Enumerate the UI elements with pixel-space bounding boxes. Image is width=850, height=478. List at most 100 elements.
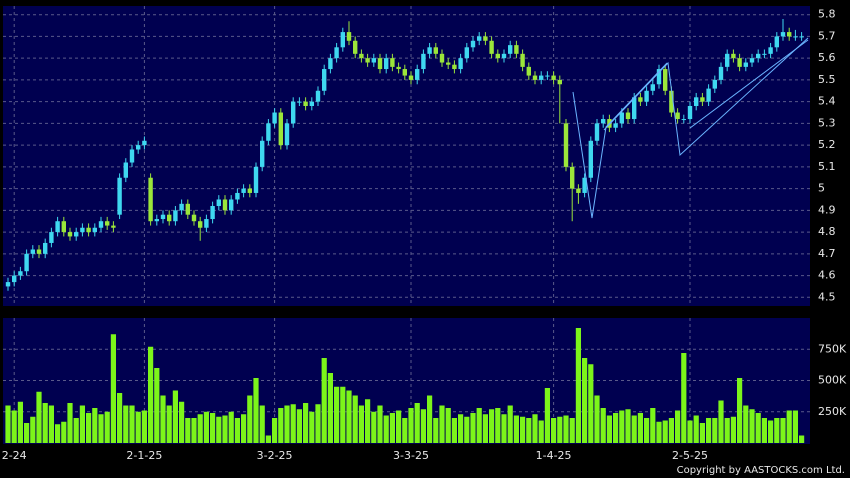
- candle-body: [768, 47, 773, 54]
- candle-body: [743, 62, 748, 67]
- candle-body: [291, 101, 296, 124]
- volume-bar: [55, 424, 61, 443]
- candle-body: [266, 123, 271, 141]
- candle-body: [154, 219, 159, 222]
- volume-bar: [172, 390, 178, 443]
- volume-bar: [557, 416, 563, 443]
- volume-bar: [520, 416, 526, 443]
- candle-body: [371, 58, 376, 63]
- volume-bar: [408, 408, 414, 443]
- candle-body: [179, 203, 184, 211]
- candle-body: [718, 66, 724, 80]
- volume-bar: [253, 378, 259, 443]
- volume-bar: [92, 408, 98, 443]
- candle-body: [204, 219, 209, 228]
- x-tick-label: 2-24: [2, 449, 27, 462]
- candle-body: [191, 214, 197, 222]
- volume-bar: [656, 421, 662, 443]
- candle-body: [477, 36, 482, 41]
- volume-bar: [67, 403, 73, 443]
- candle-body: [396, 66, 401, 70]
- volume-bar: [179, 401, 185, 443]
- volume-bar: [507, 405, 513, 443]
- volume-bar: [160, 395, 166, 443]
- volume-bar: [662, 420, 668, 443]
- candle-body: [793, 36, 798, 38]
- volume-bar: [464, 416, 470, 443]
- volume-bar: [414, 403, 420, 443]
- volume-bar: [693, 415, 699, 443]
- volume-bar: [792, 410, 798, 443]
- volume-bar: [761, 418, 767, 443]
- candle-body: [241, 188, 246, 193]
- volume-bar: [569, 418, 575, 443]
- volume-bar: [191, 418, 197, 443]
- candle-body: [737, 58, 742, 67]
- y-tick-label: 750K: [818, 342, 847, 355]
- volume-bar: [315, 404, 321, 443]
- candle-body: [520, 53, 525, 67]
- candle-body: [470, 40, 476, 48]
- candle-body: [706, 88, 711, 102]
- volume-bar: [303, 403, 309, 443]
- candle-body: [458, 58, 463, 70]
- volume-bar: [296, 409, 302, 443]
- candle-body: [235, 192, 240, 200]
- volume-bar: [532, 414, 538, 443]
- y-tick-label: 5.6: [818, 51, 836, 64]
- candle-body: [780, 32, 786, 37]
- volume-bar: [203, 411, 209, 443]
- x-tick-label: 2-1-25: [126, 449, 162, 462]
- candle-body: [402, 69, 407, 76]
- candle-body: [787, 32, 792, 37]
- volume-bar: [377, 405, 383, 443]
- candle-body: [725, 53, 730, 67]
- volume-bar: [675, 410, 681, 443]
- volume-bar: [644, 418, 650, 443]
- candle-body: [514, 45, 519, 54]
- volume-bar: [210, 413, 216, 443]
- volume-bar: [30, 416, 36, 443]
- candle-body: [774, 36, 779, 48]
- volume-bar: [197, 414, 203, 443]
- volume-bar: [166, 405, 172, 443]
- candle-body: [24, 253, 29, 272]
- x-tick-label: 3-2-25: [257, 449, 293, 462]
- y-tick-label: 4.5: [818, 290, 836, 303]
- volume-bar: [768, 420, 774, 443]
- volume-bar: [780, 418, 786, 443]
- volume-bar: [290, 404, 296, 443]
- candle-body: [173, 210, 178, 222]
- volume-bar: [86, 413, 92, 443]
- volume-bar: [718, 400, 724, 443]
- candle-body: [749, 58, 755, 63]
- y-tick-label: 5: [818, 182, 825, 195]
- y-tick-label: 5.5: [818, 73, 836, 86]
- volume-bar: [439, 405, 445, 443]
- volume-bar: [247, 395, 253, 443]
- candle-body: [439, 53, 445, 63]
- volume-bar: [724, 418, 730, 443]
- volume-bar: [259, 405, 265, 443]
- candle-body: [433, 47, 438, 54]
- candle-body: [49, 232, 54, 243]
- volume-bar: [799, 435, 805, 443]
- candle-body: [322, 69, 327, 91]
- candle-body: [613, 123, 618, 128]
- volume-bar: [117, 393, 123, 443]
- volume-bar: [594, 395, 600, 443]
- volume-bar: [427, 395, 433, 443]
- candle-body: [247, 188, 252, 193]
- volume-bar: [365, 399, 371, 443]
- candle-body: [539, 75, 544, 80]
- candle-body: [408, 75, 414, 80]
- candle-body: [799, 36, 804, 38]
- candle-body: [346, 32, 352, 41]
- candle-body: [452, 64, 457, 70]
- candle-body: [61, 221, 66, 233]
- trend-line: [689, 39, 809, 129]
- volume-bar: [489, 409, 495, 443]
- candle-body: [495, 53, 500, 59]
- candle-body: [229, 199, 234, 211]
